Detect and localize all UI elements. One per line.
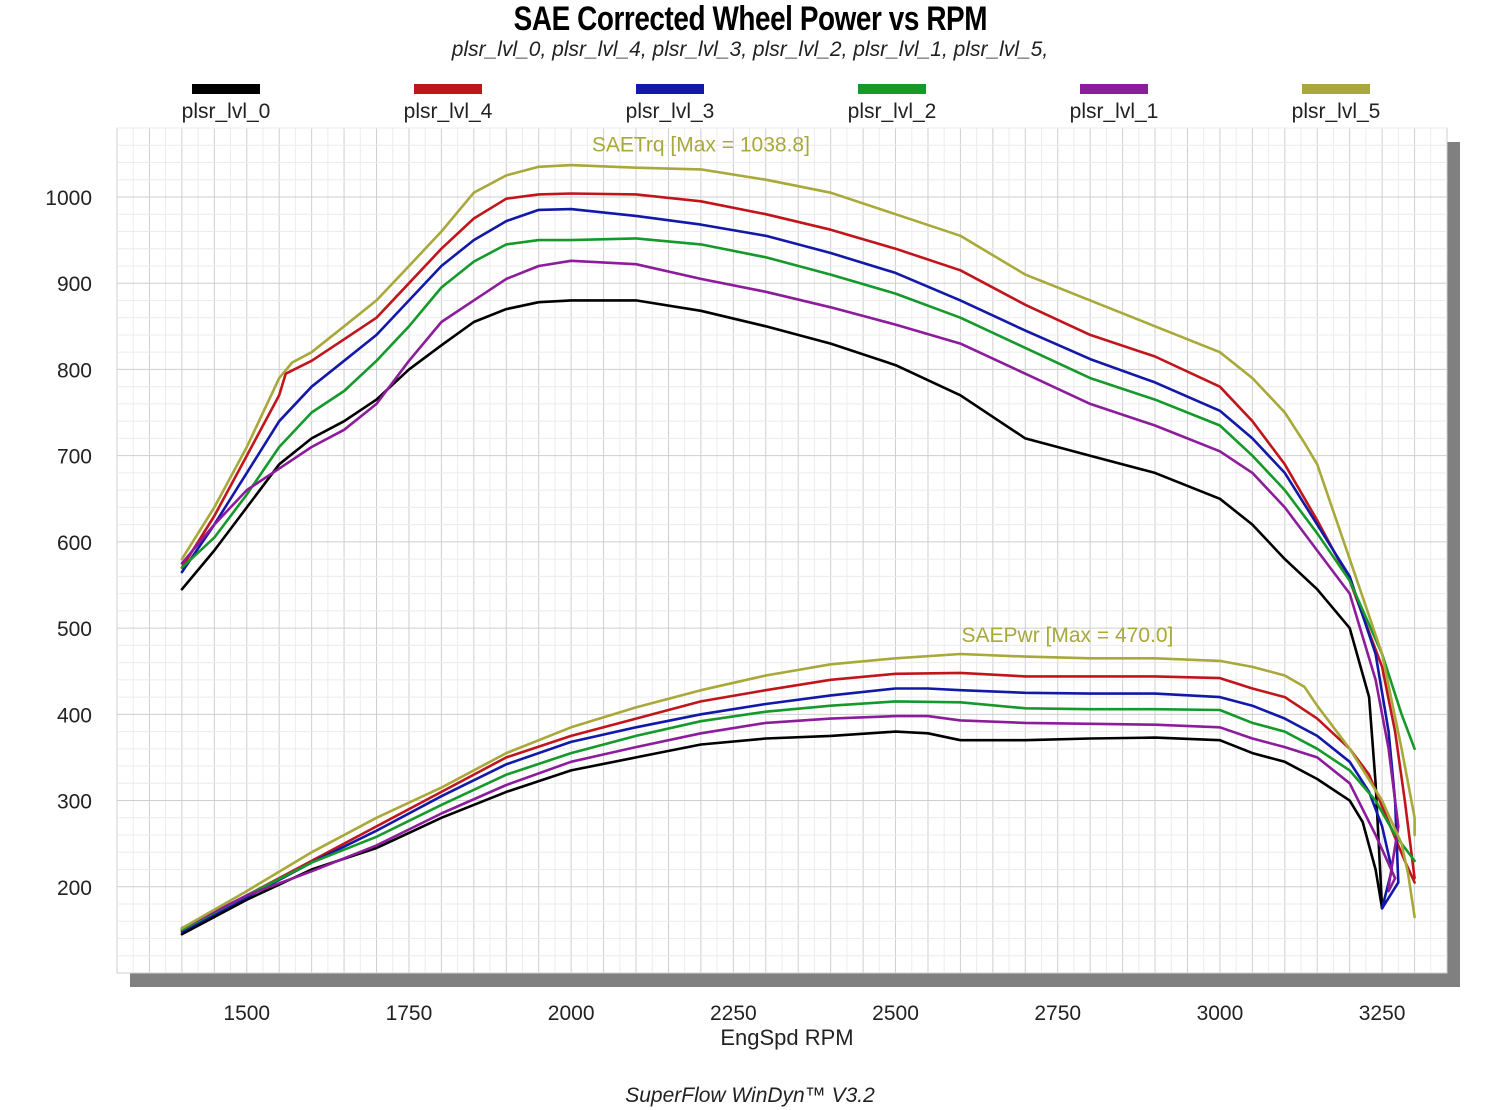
series-line-plsr_lvl_4-torque	[180, 192, 1416, 880]
legend-swatch	[1302, 84, 1370, 94]
y-tick-label: 800	[57, 359, 92, 382]
legend-swatch	[192, 84, 260, 94]
legend-swatch	[414, 84, 482, 94]
legend-label: plsr_lvl_2	[847, 100, 937, 123]
legend-item-plsr_lvl_2: plsr_lvl_2	[782, 84, 1002, 124]
legend-swatch	[636, 84, 704, 94]
y-tick-label: 700	[57, 446, 92, 469]
legend-item-plsr_lvl_3: plsr_lvl_3	[560, 84, 780, 124]
x-tick-label: 3000	[1197, 1002, 1244, 1025]
x-tick-label: 3250	[1359, 1002, 1406, 1025]
power-max-annotation: SAEPwr [Max = 470.0]	[962, 624, 1174, 647]
x-axis-title: EngSpd RPM	[720, 1025, 853, 1050]
y-tick-label: 600	[57, 532, 92, 555]
software-footer: SuperFlow WinDyn™ V3.2	[625, 1084, 875, 1107]
chart-canvas: 1500 1750 2000 2250 2500 2750 3000 3250 200 300 40…	[45, 127, 1460, 1050]
series-line-plsr_lvl_1-power	[180, 714, 1397, 930]
legend-label: plsr_lvl_5	[1291, 100, 1381, 123]
x-tick-label: 1500	[223, 1002, 270, 1025]
legend-label: plsr_lvl_1	[1069, 100, 1159, 123]
y-tick-label: 400	[57, 704, 92, 727]
y-tick-label: 1000	[45, 187, 92, 210]
legend-swatch	[1080, 84, 1148, 94]
series-line-plsr_lvl_2-torque	[180, 237, 1416, 751]
series-line-plsr_lvl_5-torque	[180, 163, 1416, 837]
x-tick-label: 1750	[386, 1002, 433, 1025]
y-tick-label: 900	[57, 273, 92, 296]
legend-item-plsr_lvl_5: plsr_lvl_5	[1226, 84, 1446, 124]
y-tick-label: 200	[57, 877, 92, 900]
y-tick-label: 500	[57, 618, 92, 641]
torque-max-annotation: SAETrq [Max = 1038.8]	[592, 133, 810, 156]
legend-item-plsr_lvl_4: plsr_lvl_4	[338, 84, 558, 124]
legend-label: plsr_lvl_0	[181, 100, 271, 123]
y-tick-label: 300	[57, 791, 92, 814]
legend-item-plsr_lvl_1: plsr_lvl_1	[1004, 84, 1224, 124]
legend-item-plsr_lvl_0: plsr_lvl_0	[116, 84, 336, 124]
chart-subtitle: plsr_lvl_0, plsr_lvl_4, plsr_lvl_3, plsr…	[451, 38, 1049, 61]
series-line-plsr_lvl_3-torque	[180, 207, 1400, 910]
x-tick-label: 2750	[1034, 1002, 1081, 1025]
chart-title: SAE Corrected Wheel Power vs RPM	[513, 0, 988, 38]
series-line-plsr_lvl_2-power	[180, 700, 1416, 932]
series-line-plsr_lvl_0-torque	[180, 299, 1384, 910]
series-line-plsr_lvl_5-power	[180, 652, 1416, 930]
x-tick-label: 2500	[872, 1002, 919, 1025]
series-line-plsr_lvl_3-power	[180, 687, 1394, 933]
series-line-plsr_lvl_0-power	[180, 730, 1384, 936]
legend-label: plsr_lvl_4	[403, 100, 493, 123]
series-line-plsr_lvl_1-torque	[180, 259, 1400, 889]
legend-swatch	[858, 84, 926, 94]
x-tick-label: 2000	[548, 1002, 595, 1025]
legend-label: plsr_lvl_3	[625, 100, 715, 123]
x-tick-label: 2250	[710, 1002, 757, 1025]
